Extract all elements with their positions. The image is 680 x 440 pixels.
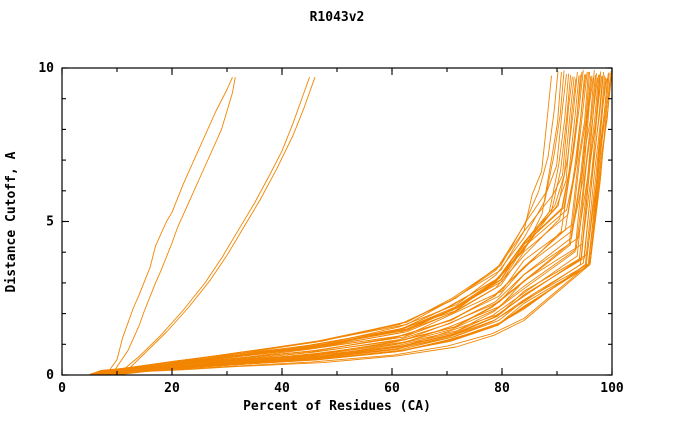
model-curve-outlier-mid-1 [116,77,310,375]
plot-frame [61,67,613,376]
model-curve [120,70,584,375]
model-curve [100,75,593,375]
model-curve [106,74,587,375]
model-curve [91,78,594,375]
model-curve [96,76,573,375]
model-curve [103,74,596,375]
model-curve [113,71,588,375]
model-curve [106,73,567,375]
model-curve [109,73,597,375]
model-curve [109,73,610,375]
x-axis-label: Percent of Residues (CA) [243,399,431,414]
model-curve [111,72,609,375]
model-curve [89,78,607,375]
model-curve-outlier-steep-1 [105,77,233,375]
y-tick-label: 10 [38,61,54,76]
model-curve [118,70,565,375]
model-curve [116,71,612,375]
x-tick-label: 40 [274,381,290,396]
model-curve [115,71,612,375]
x-tick-label: 20 [164,381,180,396]
model-curve [113,71,578,375]
model-curve [99,75,603,375]
model-curve [90,78,577,375]
y-tick-label: 0 [46,368,54,383]
model-curve [94,77,607,375]
model-curve [115,71,602,375]
model-curve-outlier-mid-2 [122,77,316,375]
model-curve [120,70,595,375]
model-curve [113,71,605,375]
model-curve [116,71,559,375]
model-curve [107,73,570,375]
model-curve [104,74,586,375]
model-curve [100,75,580,375]
y-tick-label: 5 [46,215,54,230]
model-curve [93,77,598,375]
curves-layer [89,70,612,375]
model-curve-outlier-steep-2 [111,77,236,375]
x-tick-label: 100 [600,381,624,396]
model-curve [98,76,592,375]
model-curve [99,75,604,375]
model-curve [103,74,581,375]
model-curve [114,71,583,375]
x-tick-label: 80 [494,381,510,396]
x-tick-label: 60 [384,381,400,396]
model-curve [113,71,589,375]
x-tick-label: 0 [58,381,66,396]
y-axis-label: Distance Cutoff, A [4,151,19,292]
model-curve [114,71,591,375]
chart-title: R1043v2 [310,10,365,25]
model-curve [113,72,562,375]
